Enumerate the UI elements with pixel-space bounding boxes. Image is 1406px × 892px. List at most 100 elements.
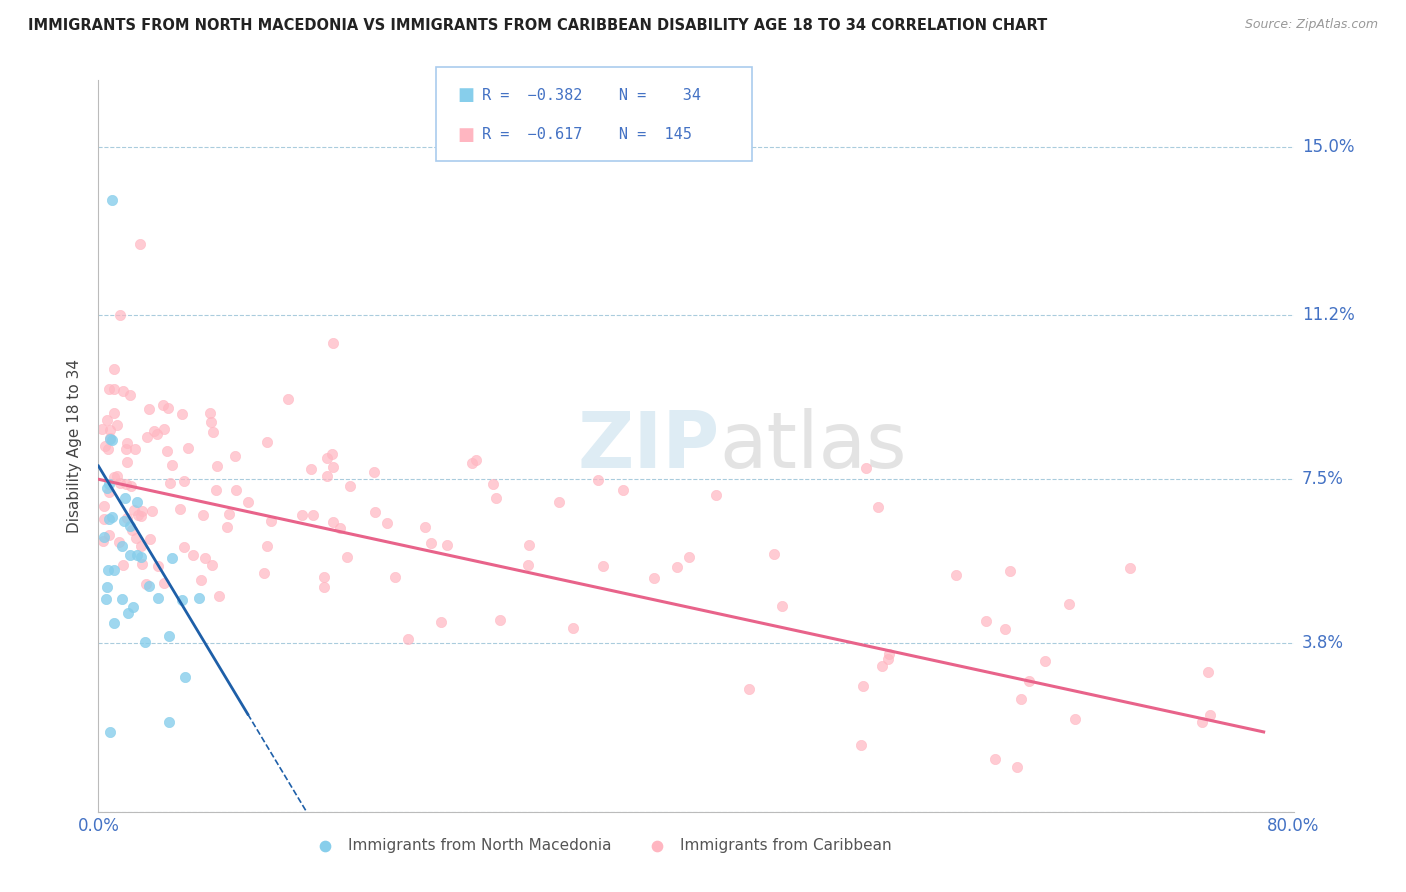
- Point: [103, 406, 125, 420]
- Point: [157, 629, 180, 643]
- Point: [101, 193, 124, 207]
- Point: [139, 532, 162, 546]
- Point: [98, 432, 121, 446]
- Text: 3.8%: 3.8%: [1302, 634, 1344, 652]
- Point: [93, 534, 115, 549]
- Point: [96, 481, 118, 495]
- Point: [94, 439, 117, 453]
- Point: [481, 477, 503, 491]
- Point: [190, 573, 212, 587]
- Point: [173, 540, 195, 554]
- Point: [994, 622, 1017, 636]
- Point: [194, 550, 217, 565]
- Point: [256, 539, 278, 553]
- Point: [122, 503, 145, 517]
- Point: [98, 512, 121, 526]
- Point: [157, 714, 180, 729]
- Point: [103, 470, 125, 484]
- Point: [129, 509, 152, 524]
- Point: [110, 475, 132, 490]
- Point: [363, 465, 385, 479]
- Point: [169, 501, 191, 516]
- Point: [121, 599, 143, 614]
- Point: [256, 435, 278, 450]
- Point: [984, 752, 1007, 766]
- Point: [170, 593, 193, 607]
- Point: [105, 417, 128, 432]
- Point: [98, 423, 121, 437]
- Point: [159, 476, 181, 491]
- Text: IMMIGRANTS FROM NORTH MACEDONIA VS IMMIGRANTS FROM CARIBBEAN DISABILITY AGE 18 T: IMMIGRANTS FROM NORTH MACEDONIA VS IMMIG…: [28, 18, 1047, 33]
- Point: [111, 592, 134, 607]
- Point: [115, 442, 138, 456]
- Point: [100, 510, 122, 524]
- Point: [299, 461, 322, 475]
- Point: [976, 614, 998, 628]
- Point: [181, 548, 204, 562]
- Point: [129, 550, 152, 565]
- Point: [770, 599, 793, 613]
- Point: [118, 387, 141, 401]
- Point: [302, 508, 325, 522]
- Point: [738, 682, 761, 697]
- Point: [205, 459, 228, 474]
- Point: [485, 491, 508, 505]
- Point: [115, 455, 138, 469]
- Point: [129, 237, 152, 252]
- Point: [135, 577, 157, 591]
- Point: [851, 679, 873, 693]
- Point: [316, 469, 339, 483]
- Point: [198, 406, 221, 420]
- Point: [153, 576, 176, 591]
- Point: [188, 591, 211, 606]
- Point: [396, 632, 419, 646]
- Point: [111, 558, 134, 573]
- Point: [120, 479, 142, 493]
- Point: [877, 652, 900, 666]
- Point: [100, 433, 122, 447]
- Point: [1033, 654, 1056, 668]
- Point: [152, 422, 174, 436]
- Point: [868, 500, 890, 515]
- Point: [103, 615, 125, 630]
- Point: [103, 361, 125, 376]
- Point: [152, 398, 174, 412]
- Point: [174, 669, 197, 683]
- Point: [253, 566, 276, 580]
- Point: [98, 431, 121, 445]
- Point: [460, 456, 482, 470]
- Point: [464, 453, 486, 467]
- Point: [108, 534, 131, 549]
- Point: [762, 548, 785, 562]
- Point: [277, 392, 299, 406]
- Point: [855, 461, 877, 475]
- Point: [131, 557, 153, 571]
- Point: [517, 558, 540, 572]
- Text: ZIP: ZIP: [578, 408, 720, 484]
- Point: [1119, 561, 1142, 575]
- Point: [314, 569, 336, 583]
- Point: [141, 504, 163, 518]
- Text: ■: ■: [457, 126, 474, 144]
- Text: 15.0%: 15.0%: [1302, 137, 1354, 156]
- Point: [93, 530, 115, 544]
- Text: 7.5%: 7.5%: [1302, 470, 1344, 488]
- Text: Source: ZipAtlas.com: Source: ZipAtlas.com: [1244, 18, 1378, 31]
- Legend: Immigrants from North Macedonia, Immigrants from Caribbean: Immigrants from North Macedonia, Immigra…: [304, 831, 897, 859]
- Point: [643, 571, 665, 585]
- Point: [127, 548, 149, 562]
- Point: [1064, 712, 1087, 726]
- Point: [93, 499, 115, 513]
- Point: [329, 521, 352, 535]
- Point: [91, 422, 114, 436]
- Point: [96, 591, 118, 606]
- Point: [108, 308, 131, 322]
- Point: [125, 531, 148, 545]
- Point: [260, 514, 283, 528]
- Point: [146, 558, 169, 573]
- Point: [98, 382, 121, 396]
- Point: [877, 647, 900, 661]
- Point: [162, 458, 184, 473]
- Point: [945, 568, 967, 582]
- Point: [225, 483, 247, 498]
